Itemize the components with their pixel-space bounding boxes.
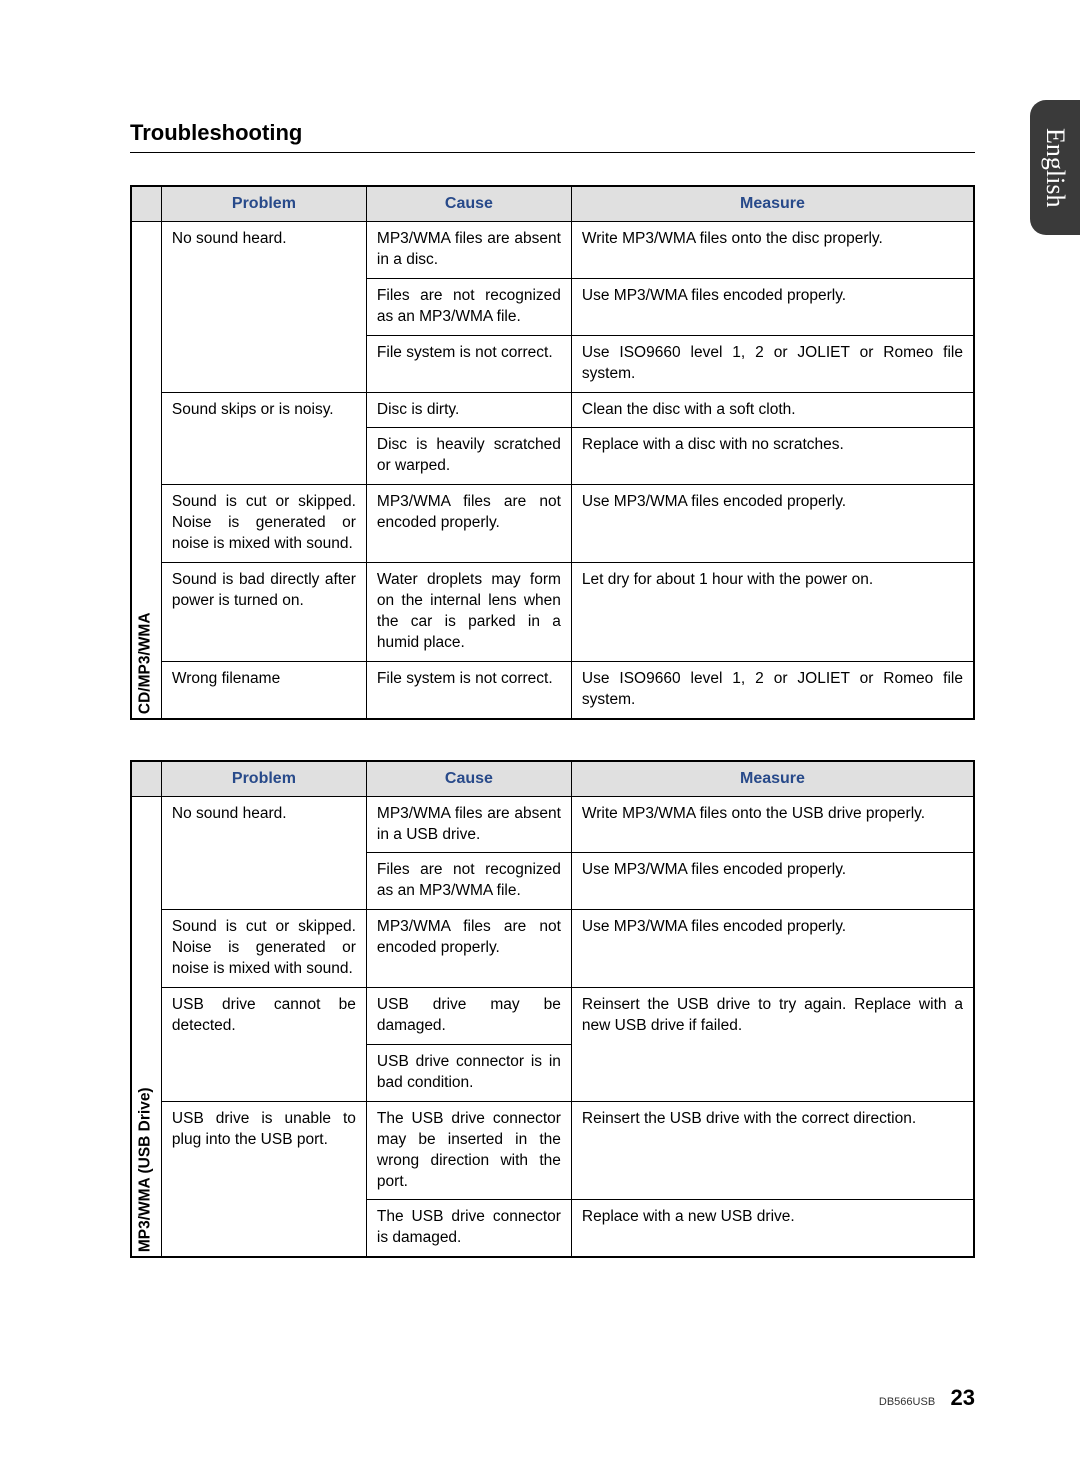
- table-row: Sound skips or is noisy. Disc is dirty. …: [131, 392, 974, 428]
- cell-problem: Sound is cut or skipped. Noise is genera…: [161, 910, 366, 988]
- header-cause: Cause: [366, 186, 571, 222]
- cell-cause: Files are not recognized as an MP3/WMA f…: [366, 853, 571, 910]
- troubleshooting-table-usb: Problem Cause Measure MP3/WMA (USB Drive…: [130, 760, 975, 1259]
- table-row: Wrong filename File system is not correc…: [131, 661, 974, 718]
- page-title: Troubleshooting: [130, 120, 975, 153]
- header-category-blank: [131, 761, 161, 797]
- cell-cause: MP3/WMA files are absent in a USB drive.: [366, 796, 571, 853]
- category-label: MP3/WMA (USB Drive): [131, 796, 161, 1257]
- cell-cause: File system is not correct.: [366, 335, 571, 392]
- cell-cause: Disc is dirty.: [366, 392, 571, 428]
- header-problem: Problem: [161, 761, 366, 797]
- table-row: USB drive is unable to plug into the USB…: [131, 1101, 974, 1200]
- cell-measure: Use MP3/WMA files encoded properly.: [571, 278, 974, 335]
- cell-measure: Reinsert the USB drive with the correct …: [571, 1101, 974, 1200]
- header-measure: Measure: [571, 186, 974, 222]
- cell-cause: The USB drive connector is damaged.: [366, 1200, 571, 1257]
- cell-measure: Replace with a disc with no scratches.: [571, 428, 974, 485]
- cell-problem: USB drive is unable to plug into the USB…: [161, 1101, 366, 1257]
- table-row: Sound is bad directly after power is tur…: [131, 563, 974, 662]
- header-cause: Cause: [366, 761, 571, 797]
- header-problem: Problem: [161, 186, 366, 222]
- table-row: MP3/WMA (USB Drive) No sound heard. MP3/…: [131, 796, 974, 853]
- table-header-row: Problem Cause Measure: [131, 761, 974, 797]
- cell-measure: Replace with a new USB drive.: [571, 1200, 974, 1257]
- cell-measure: Write MP3/WMA files onto the disc proper…: [571, 222, 974, 279]
- cell-problem: Sound skips or is noisy.: [161, 392, 366, 485]
- table-header-row: Problem Cause Measure: [131, 186, 974, 222]
- cell-measure: Use MP3/WMA files encoded properly.: [571, 910, 974, 988]
- cell-cause: Disc is heavily scratched or warped.: [366, 428, 571, 485]
- cell-measure: Use MP3/WMA files encoded properly.: [571, 853, 974, 910]
- category-label: CD/MP3/WMA: [131, 222, 161, 719]
- header-measure: Measure: [571, 761, 974, 797]
- page-footer: DB566USB 23: [879, 1385, 975, 1411]
- table-row: Sound is cut or skipped. Noise is genera…: [131, 485, 974, 563]
- cell-cause: MP3/WMA files are absent in a disc.: [366, 222, 571, 279]
- cell-measure: Reinsert the USB drive to try again. Rep…: [571, 988, 974, 1102]
- cell-measure: Use MP3/WMA files encoded properly.: [571, 485, 974, 563]
- cell-problem: USB drive cannot be detected.: [161, 988, 366, 1102]
- cell-cause: MP3/WMA files are not encoded properly.: [366, 910, 571, 988]
- cell-cause: The USB drive connector may be inserted …: [366, 1101, 571, 1200]
- cell-cause: USB drive connector is in bad condition.: [366, 1044, 571, 1101]
- language-tab: English: [1030, 100, 1080, 235]
- cell-cause: Files are not recognized as an MP3/WMA f…: [366, 278, 571, 335]
- cell-measure: Clean the disc with a soft cloth.: [571, 392, 974, 428]
- model-number: DB566USB: [879, 1396, 935, 1408]
- cell-cause: USB drive may be damaged.: [366, 988, 571, 1045]
- cell-measure: Write MP3/WMA files onto the USB drive p…: [571, 796, 974, 853]
- table-row: USB drive cannot be detected. USB drive …: [131, 988, 974, 1045]
- cell-problem: No sound heard.: [161, 796, 366, 910]
- cell-measure: Use ISO9660 level 1, 2 or JOLIET or Rome…: [571, 335, 974, 392]
- cell-cause: Water droplets may form on the internal …: [366, 563, 571, 662]
- table-row: CD/MP3/WMA No sound heard. MP3/WMA files…: [131, 222, 974, 279]
- page-number: 23: [951, 1385, 975, 1410]
- cell-problem: No sound heard.: [161, 222, 366, 393]
- cell-problem: Sound is cut or skipped. Noise is genera…: [161, 485, 366, 563]
- header-category-blank: [131, 186, 161, 222]
- cell-problem: Wrong filename: [161, 661, 366, 718]
- troubleshooting-table-cd: Problem Cause Measure CD/MP3/WMA No soun…: [130, 185, 975, 720]
- cell-cause: File system is not correct.: [366, 661, 571, 718]
- cell-cause: MP3/WMA files are not encoded properly.: [366, 485, 571, 563]
- cell-problem: Sound is bad directly after power is tur…: [161, 563, 366, 662]
- cell-measure: Let dry for about 1 hour with the power …: [571, 563, 974, 662]
- page-content: Troubleshooting Problem Cause Measure CD…: [0, 0, 1080, 1258]
- cell-measure: Use ISO9660 level 1, 2 or JOLIET or Rome…: [571, 661, 974, 718]
- table-row: Sound is cut or skipped. Noise is genera…: [131, 910, 974, 988]
